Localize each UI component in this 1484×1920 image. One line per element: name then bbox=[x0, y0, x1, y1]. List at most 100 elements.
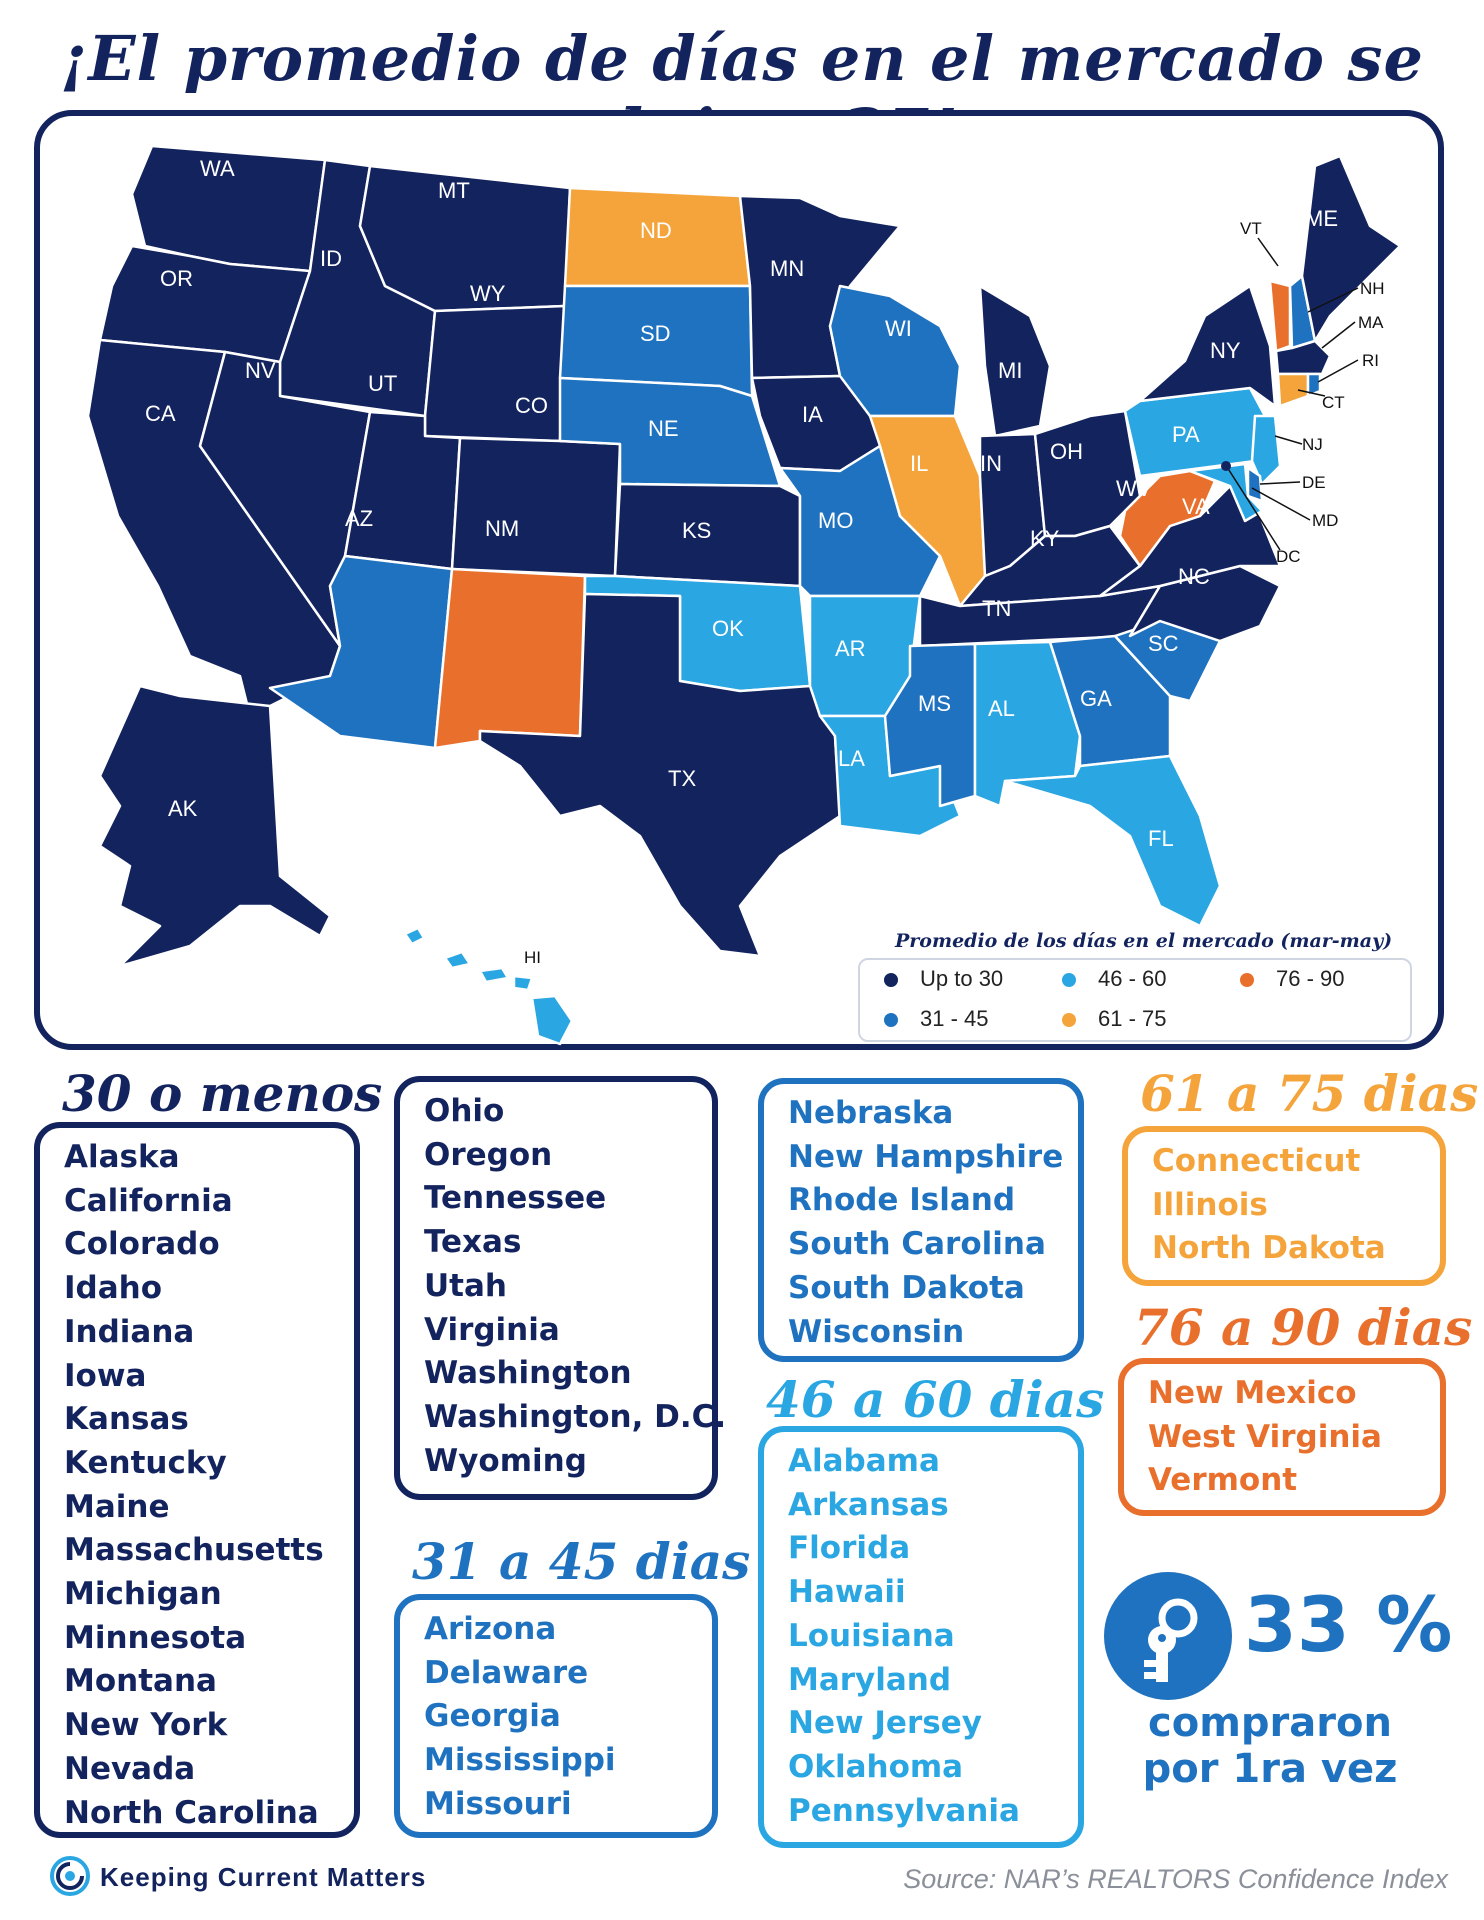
label-IA: IA bbox=[802, 402, 823, 427]
state-MI bbox=[978, 284, 1052, 438]
list-30-or-less-col1: Alaska California Colorado Idaho Indiana Iowa… bbox=[34, 1122, 360, 1838]
state-list-item: Illinois bbox=[1152, 1186, 1268, 1223]
legend-dot bbox=[1062, 1013, 1076, 1028]
state-list-item: Delaware bbox=[424, 1654, 589, 1691]
us-map: WA OR CA ID NV MT WY UT CO AZ NM ND SD N… bbox=[86, 144, 1402, 1046]
label-UT: UT bbox=[368, 371, 397, 396]
state-list-item: Ohio bbox=[424, 1093, 505, 1129]
label-NH: NH bbox=[1360, 279, 1385, 298]
label-SD: SD bbox=[640, 321, 671, 346]
state-list-item: Oregon bbox=[424, 1136, 553, 1173]
label-MT: MT bbox=[438, 178, 470, 203]
label-WY: WY bbox=[470, 281, 506, 306]
state-WV bbox=[1118, 469, 1217, 568]
label-AK: AK bbox=[168, 796, 198, 821]
state-list-item: Mississippi bbox=[424, 1742, 616, 1779]
brand-logo-icon bbox=[50, 1856, 90, 1896]
source-note: Source: NAR’s REALTORS Confidence Index bbox=[903, 1864, 1448, 1894]
state-list-item: Georgia bbox=[424, 1698, 561, 1735]
state-MD bbox=[1188, 462, 1264, 523]
state-list-item: Washington bbox=[424, 1355, 632, 1392]
legend-item-31-45: 31 - 45 bbox=[884, 1006, 989, 1032]
group-title-30-or-less: 30 o menos bbox=[62, 1064, 383, 1123]
group-title-31-45: 31 a 45 dias bbox=[412, 1532, 751, 1591]
legend-item-61-75: 61 - 75 bbox=[1062, 1006, 1167, 1032]
label-HI: HI bbox=[524, 948, 541, 967]
list-61-75: Connecticut Illinois North Dakota bbox=[1122, 1126, 1446, 1286]
group-title-46-60: 46 a 60 dias bbox=[766, 1370, 1105, 1429]
state-list: New Mexico West Virginia Vermont bbox=[1148, 1372, 1416, 1503]
state-RI bbox=[1306, 372, 1322, 398]
state-list-item: South Carolina bbox=[788, 1226, 1046, 1263]
group-title-61-75: 61 a 75 dias bbox=[1140, 1064, 1479, 1123]
label-WI: WI bbox=[885, 316, 912, 341]
group-title-76-90: 76 a 90 dias bbox=[1134, 1298, 1473, 1357]
stat-value: 33 % bbox=[1244, 1580, 1453, 1669]
state-NY bbox=[1138, 284, 1277, 408]
state-list-item: Kentucky bbox=[64, 1444, 227, 1481]
legend-item-76-90: 76 - 90 bbox=[1240, 966, 1345, 992]
label-TX: TX bbox=[668, 766, 696, 791]
label-WA: WA bbox=[200, 156, 235, 181]
legend bbox=[858, 958, 1412, 1042]
state-list-item: Colorado bbox=[64, 1226, 220, 1263]
label-GA: GA bbox=[1080, 686, 1112, 711]
label-ME: ME bbox=[1305, 206, 1338, 231]
state-list-item: Utah bbox=[424, 1267, 507, 1304]
state-HI-3 bbox=[478, 966, 510, 984]
legend-title: Promedio de los días en el mercado (mar-… bbox=[895, 930, 1393, 952]
list-76-90: New Mexico West Virginia Vermont bbox=[1118, 1358, 1446, 1516]
list-31-45-col2: Nebraska New Hampshire Rhode Island South C… bbox=[758, 1078, 1084, 1362]
label-DE: DE bbox=[1302, 473, 1326, 492]
label-RI: RI bbox=[1362, 351, 1379, 370]
label-AL: AL bbox=[988, 696, 1015, 721]
label-ID: ID bbox=[320, 246, 342, 271]
state-NM bbox=[433, 567, 587, 750]
label-MD: MD bbox=[1312, 511, 1338, 530]
state-list-item: Wyoming bbox=[424, 1442, 587, 1479]
state-list-item: Alaska bbox=[64, 1139, 180, 1175]
label-NY: NY bbox=[1210, 338, 1241, 363]
label-TN: TN bbox=[982, 596, 1011, 621]
state-list-item: Missouri bbox=[424, 1785, 572, 1822]
state-MO bbox=[778, 444, 942, 598]
label-VA: VA bbox=[1182, 494, 1210, 519]
legend-item-up-to-30: Up to 30 bbox=[884, 966, 1003, 992]
state-ME bbox=[1300, 154, 1402, 343]
state-HI-5 bbox=[530, 994, 574, 1046]
legend-dot bbox=[884, 973, 898, 988]
label-CO: CO bbox=[515, 393, 548, 418]
label-ND: ND bbox=[640, 218, 672, 243]
state-HI-4 bbox=[512, 974, 534, 992]
state-list-item: Louisiana bbox=[788, 1617, 955, 1654]
state-list-item: Kansas bbox=[64, 1401, 189, 1438]
callout-lines bbox=[1226, 237, 1359, 551]
state-list-item: Arizona bbox=[424, 1611, 557, 1647]
state-list-item: North Carolina bbox=[64, 1794, 319, 1831]
state-list-item: New Hampshire bbox=[788, 1138, 1064, 1175]
state-list-item: Idaho bbox=[64, 1270, 163, 1307]
state-list: Alabama Arkansas Florida Hawaii Louisiana Mar… bbox=[788, 1440, 1054, 1833]
state-list-item: Texas bbox=[424, 1224, 522, 1261]
state-list-item: Washington, D.C. bbox=[424, 1398, 727, 1435]
state-list-item: West Virginia bbox=[1148, 1418, 1382, 1455]
legend-dot bbox=[884, 1013, 898, 1028]
brand-name: Keeping Current Matters bbox=[100, 1862, 427, 1892]
key-icon-circle bbox=[1104, 1572, 1232, 1700]
state-list-item: Iowa bbox=[64, 1357, 147, 1394]
state-NJ bbox=[1250, 414, 1282, 486]
legend-dot bbox=[1240, 973, 1254, 988]
label-WV: WV bbox=[1116, 476, 1152, 501]
state-AK bbox=[98, 684, 332, 968]
state-CT bbox=[1276, 372, 1310, 408]
label-NJ: NJ bbox=[1302, 435, 1323, 454]
key-icon bbox=[1144, 1598, 1198, 1682]
state-VT bbox=[1268, 279, 1292, 353]
label-MS: MS bbox=[918, 691, 951, 716]
label-AZ: AZ bbox=[345, 506, 373, 531]
label-NC: NC bbox=[1178, 564, 1210, 589]
label-NV: NV bbox=[245, 358, 276, 383]
state-list-item: Arkansas bbox=[788, 1486, 949, 1523]
label-MO: MO bbox=[818, 508, 853, 533]
state-list-item: California bbox=[64, 1182, 233, 1219]
